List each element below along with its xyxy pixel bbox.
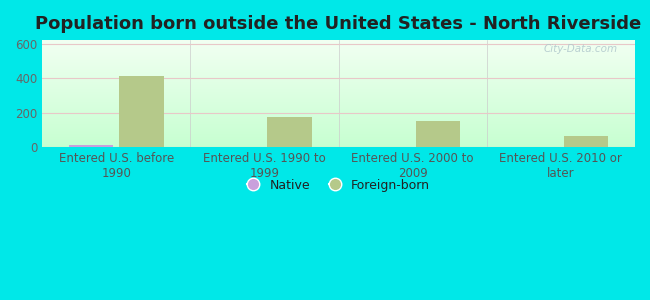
Bar bbox=[267, 117, 312, 147]
Bar bbox=[119, 76, 164, 147]
Legend: Native, Foreign-born: Native, Foreign-born bbox=[242, 173, 436, 196]
Bar bbox=[564, 136, 608, 147]
Bar bbox=[415, 121, 460, 147]
Bar bbox=[69, 145, 113, 147]
Text: City-Data.com: City-Data.com bbox=[543, 44, 618, 54]
Title: Population born outside the United States - North Riverside: Population born outside the United State… bbox=[36, 15, 642, 33]
